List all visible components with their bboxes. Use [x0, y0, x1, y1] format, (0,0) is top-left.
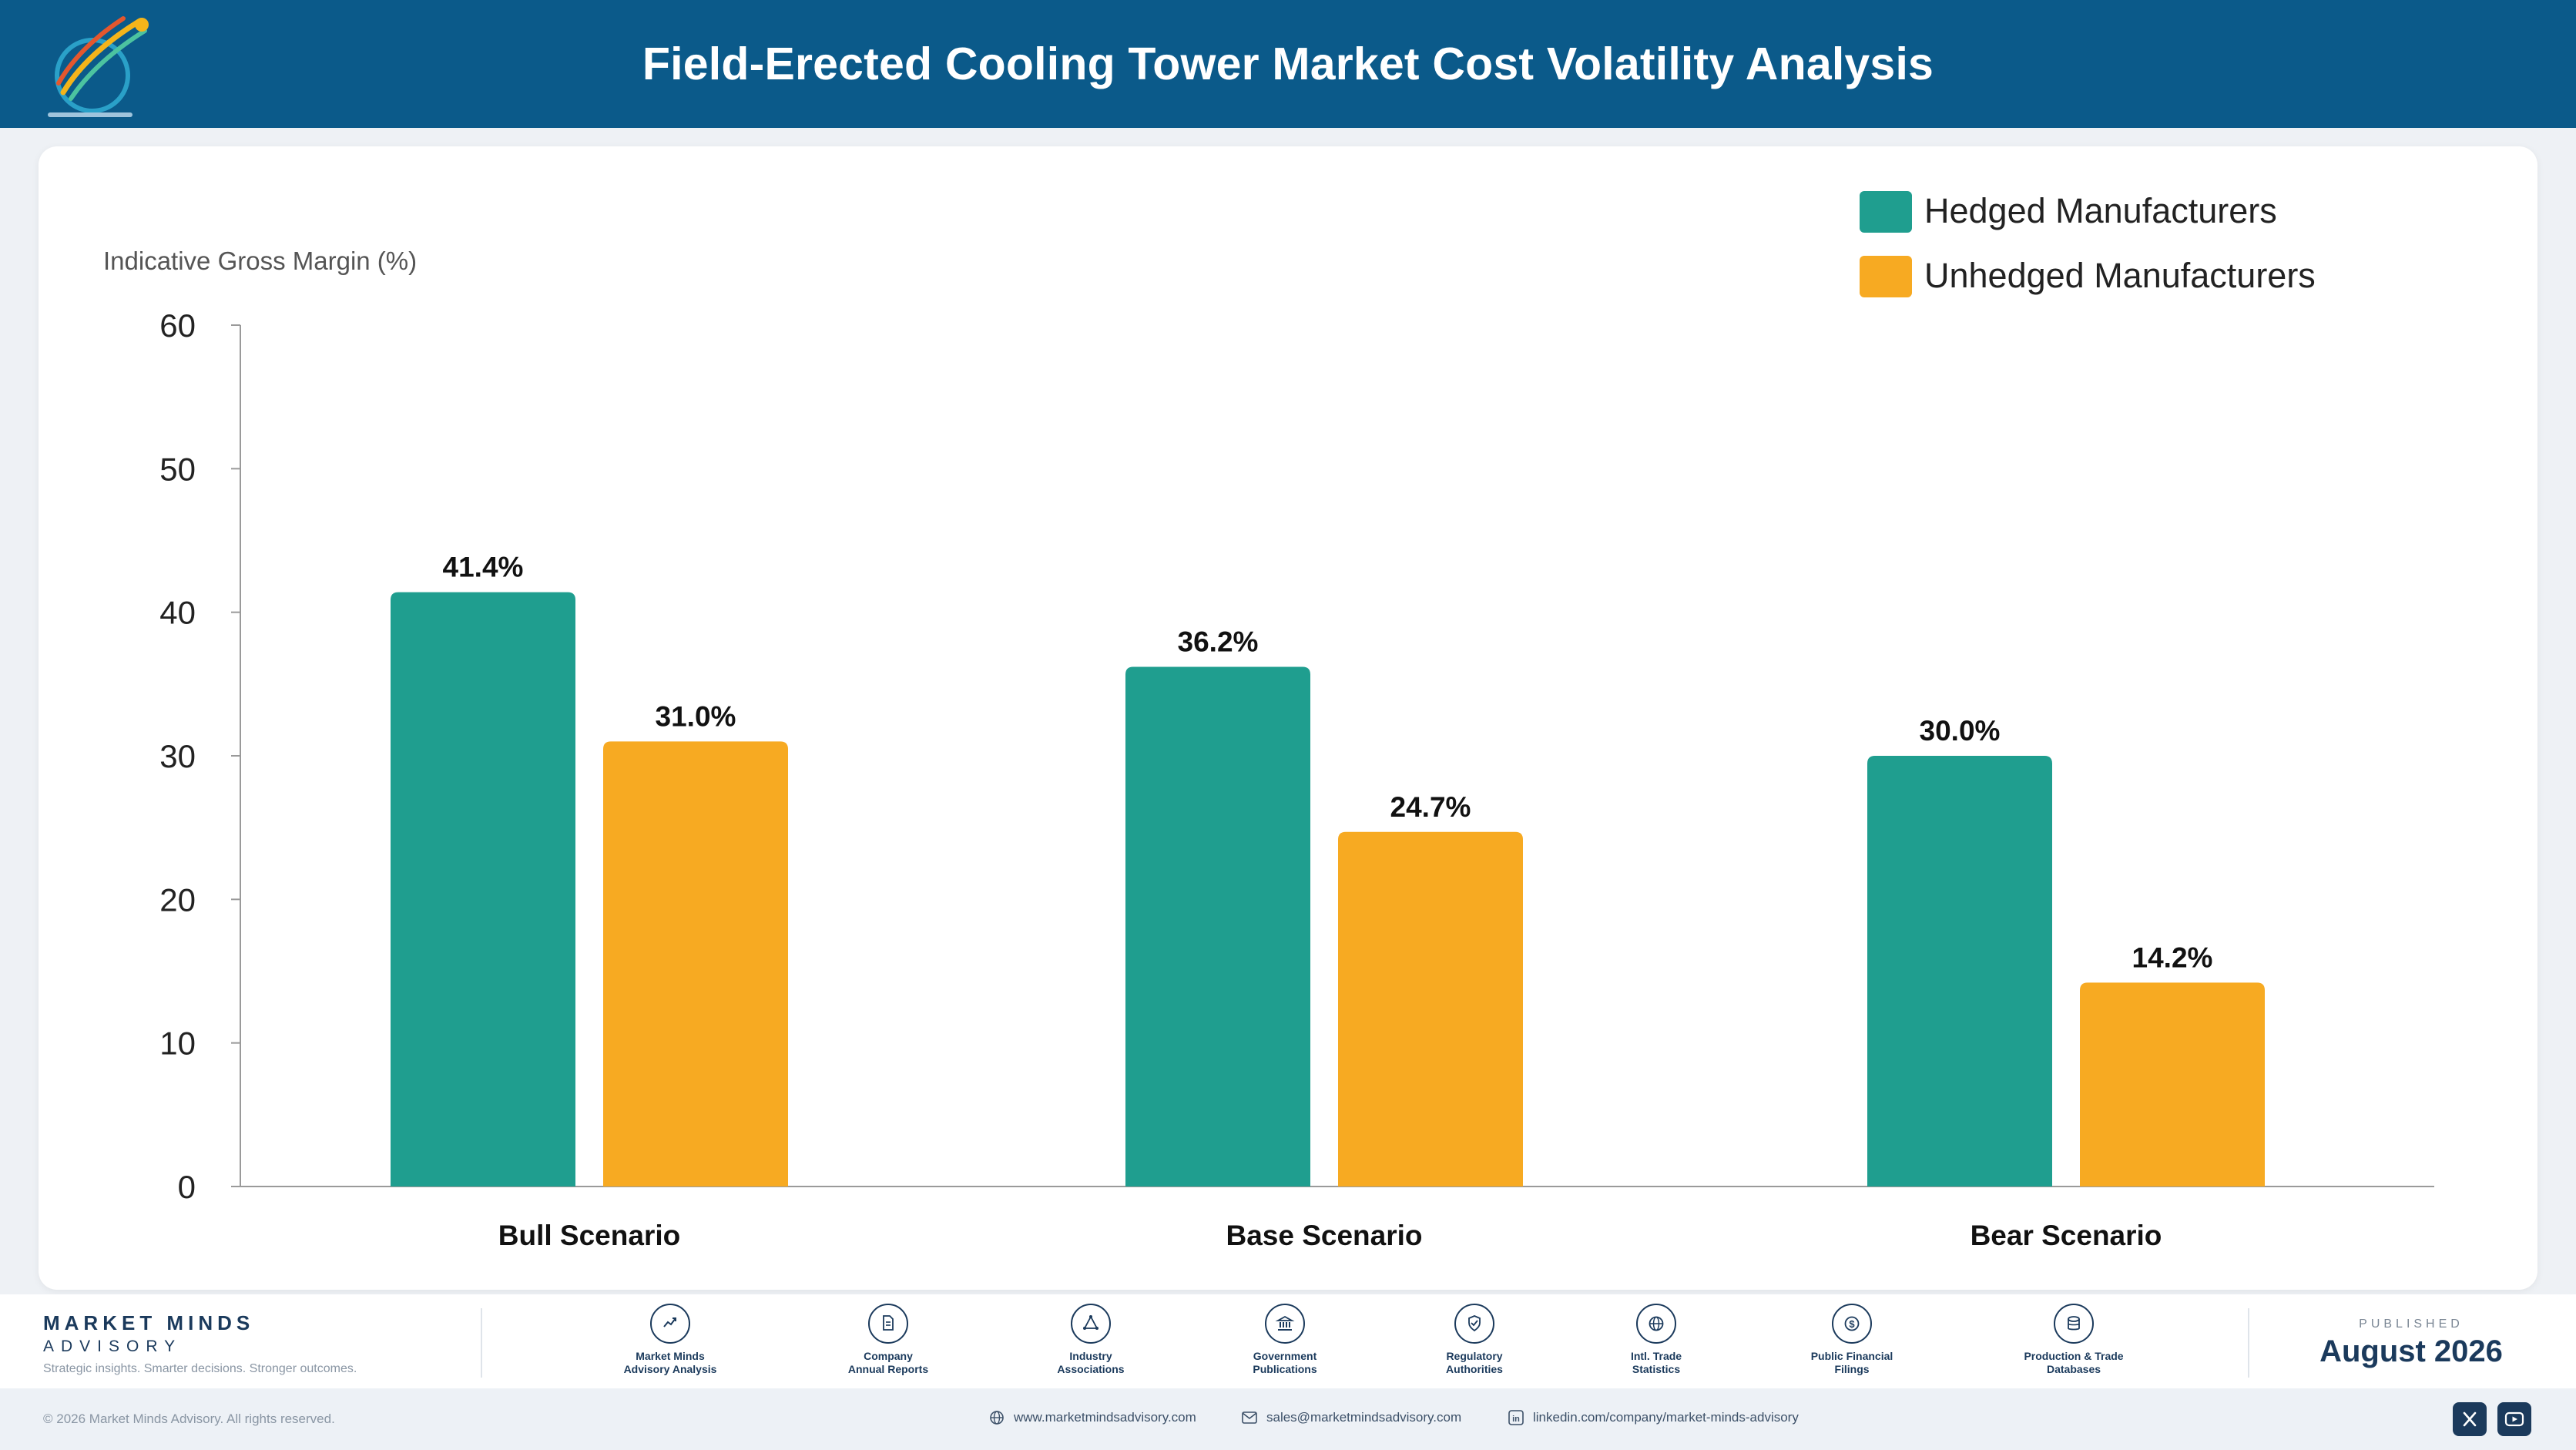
footer: MARKET MINDS ADVISORY Strategic insights… [0, 1294, 2576, 1388]
x-tick-label: Bull Scenario [498, 1220, 680, 1251]
y-tick-label: 10 [159, 1025, 196, 1062]
source-label: Intl. Trade Statistics [1630, 1350, 1682, 1375]
source-label: Company Annual Reports [847, 1350, 929, 1375]
header-bar: Field-Erected Cooling Tower Market Cost … [0, 0, 2576, 128]
bar [1867, 756, 2052, 1187]
svg-text:$: $ [1849, 1318, 1855, 1330]
source-item: Intl. Trade Statistics [1579, 1304, 1733, 1376]
data-label: 36.2% [1178, 626, 1259, 657]
legend-label: Unhedged Manufacturers [1924, 256, 2316, 295]
legend-swatch [1860, 256, 1912, 297]
bar [603, 741, 788, 1187]
copyright-text: © 2026 Market Minds Advisory. All rights… [43, 1411, 335, 1426]
y-tick-label: 40 [159, 595, 196, 631]
source-item: Regulatory Authorities [1397, 1304, 1551, 1376]
mail-icon [1242, 1411, 1257, 1424]
source-list: Market Minds Advisory Analysis Company An… [585, 1304, 2172, 1388]
legend-swatch [1860, 191, 1912, 233]
y-axis-label: Indicative Gross Margin (%) [103, 247, 417, 275]
data-label: 41.4% [443, 552, 524, 583]
page-title: Field-Erected Cooling Tower Market Cost … [642, 39, 1934, 89]
database-icon [2054, 1304, 2094, 1344]
government-building-icon [1265, 1304, 1305, 1344]
bar [2080, 982, 2265, 1187]
source-item: $ Public Financial Filings [1775, 1304, 1929, 1376]
website-text: www.marketmindsadvisory.com [1014, 1410, 1196, 1425]
email-link[interactable]: sales@marketmindsadvisory.com [1242, 1410, 1461, 1425]
source-item: Industry Associations [1014, 1304, 1168, 1376]
brand-name: MARKET MINDS [43, 1311, 255, 1334]
source-label: Industry Associations [1057, 1350, 1125, 1375]
linkedin-text: linkedin.com/company/market-minds-adviso… [1533, 1410, 1799, 1425]
email-text: sales@marketmindsadvisory.com [1266, 1410, 1462, 1425]
youtube-icon [2504, 1411, 2524, 1427]
data-label: 24.7% [1390, 791, 1471, 823]
source-label: Public Financial Filings [1810, 1350, 1893, 1375]
x-icon [2463, 1411, 2477, 1427]
published-label: PUBLISHED [2359, 1317, 2464, 1331]
footer-divider [481, 1308, 482, 1378]
bar [391, 592, 575, 1187]
source-label: Market Minds Advisory Analysis [623, 1350, 717, 1375]
bar [1125, 666, 1310, 1187]
shield-check-icon [1454, 1304, 1494, 1344]
y-tick-label: 30 [159, 738, 196, 774]
published-date: August 2026 [2319, 1334, 2503, 1368]
document-icon [868, 1304, 908, 1344]
data-label: 14.2% [2132, 941, 2213, 973]
x-tick-label: Bear Scenario [1971, 1220, 2162, 1251]
brand-subtitle: ADVISORY [43, 1338, 183, 1355]
linkedin-icon: in [1508, 1410, 1524, 1425]
brand-tagline: Strategic insights. Smarter decisions. S… [43, 1362, 357, 1375]
dollar-coin-icon: $ [1832, 1304, 1872, 1344]
globe-icon [990, 1411, 1004, 1425]
x-tick-label: Base Scenario [1226, 1220, 1422, 1251]
y-tick-label: 50 [159, 451, 196, 487]
globe-icon [1636, 1304, 1676, 1344]
y-tick-label: 60 [159, 307, 196, 344]
svg-text:in: in [1512, 1415, 1520, 1424]
footer-divider [2248, 1308, 2249, 1378]
y-tick-label: 0 [178, 1169, 196, 1205]
source-label: Production & Trade Databases [2024, 1350, 2124, 1375]
youtube-social-button[interactable] [2497, 1402, 2531, 1436]
bar [1338, 831, 1523, 1187]
x-social-button[interactable] [2453, 1402, 2487, 1436]
trend-chart-icon [650, 1304, 690, 1344]
source-item: Company Annual Reports [811, 1304, 965, 1376]
source-label: Regulatory Authorities [1446, 1350, 1503, 1375]
network-icon [1071, 1304, 1111, 1344]
linkedin-link[interactable]: in linkedin.com/company/market-minds-adv… [1508, 1410, 1799, 1425]
data-label: 31.0% [656, 700, 736, 732]
website-link[interactable]: www.marketmindsadvisory.com [989, 1410, 1196, 1425]
source-item: Production & Trade Databases [1997, 1304, 2151, 1376]
source-label: Government Publications [1253, 1350, 1317, 1375]
bottom-bar: © 2026 Market Minds Advisory. All rights… [0, 1388, 2576, 1450]
source-item: Market Minds Advisory Analysis [593, 1304, 747, 1376]
company-logo [48, 16, 149, 117]
chart-card: Indicative Gross Margin (%) 0 10 20 30 40 50 60… [39, 146, 2537, 1290]
legend-label: Hedged Manufacturers [1924, 191, 2277, 230]
data-label: 30.0% [1920, 715, 2001, 747]
y-tick-label: 20 [159, 881, 196, 918]
source-item: Government Publications [1208, 1304, 1362, 1376]
bar-chart: Indicative Gross Margin (%) 0 10 20 30 40 50 60… [103, 191, 2434, 1251]
